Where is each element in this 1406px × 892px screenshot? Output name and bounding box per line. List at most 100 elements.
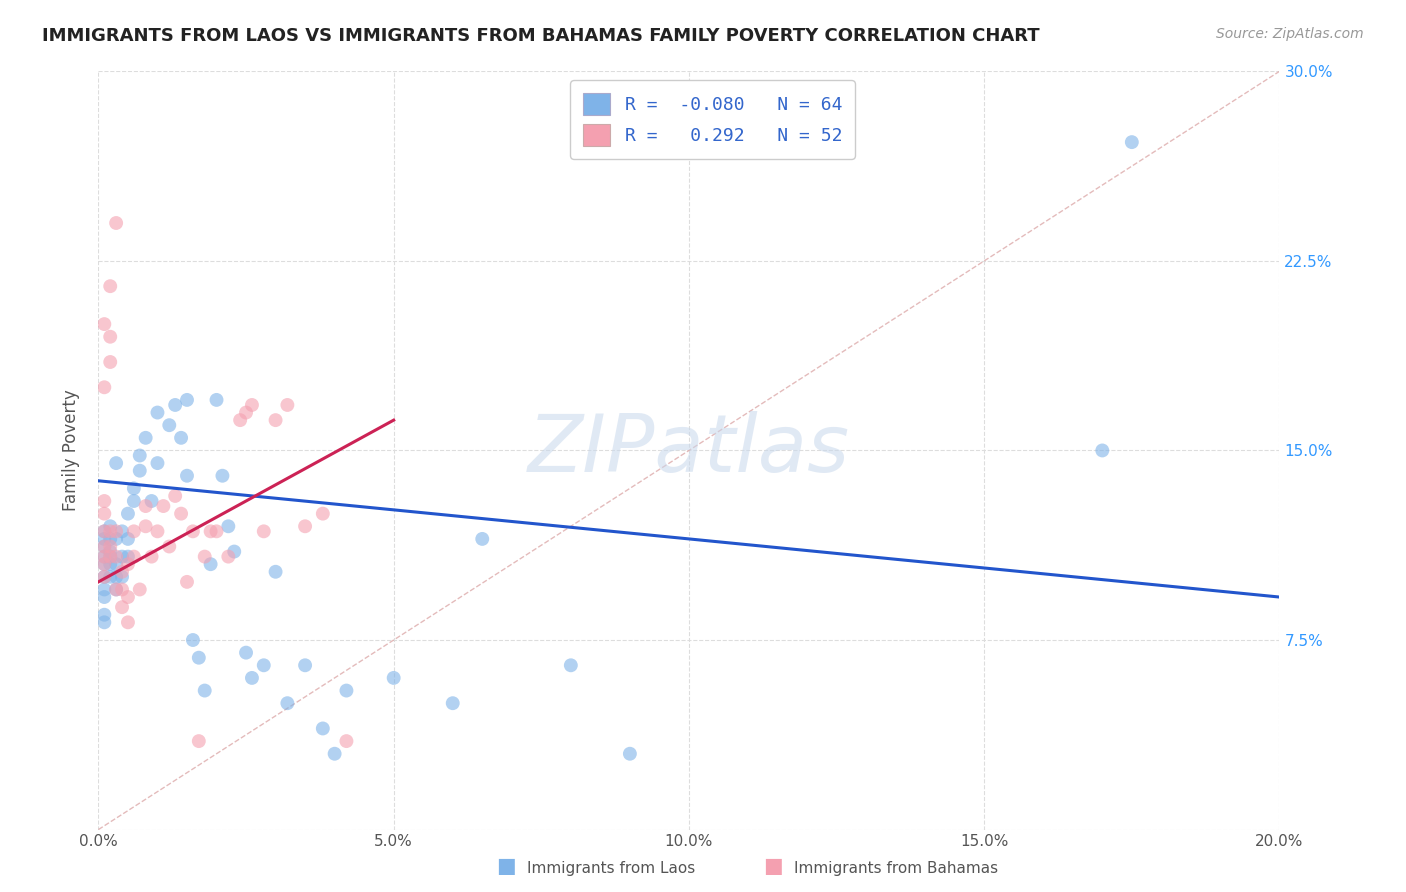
Point — [98, 355, 121, 369]
Point — [240, 671, 263, 685]
Point — [98, 532, 121, 546]
Point — [211, 468, 233, 483]
Point — [128, 449, 150, 463]
Point — [93, 570, 115, 584]
Point — [205, 392, 228, 407]
Point — [205, 524, 228, 539]
Point — [1091, 443, 1114, 458]
Point — [93, 590, 115, 604]
Point — [93, 549, 115, 564]
Point — [98, 544, 121, 558]
Point — [335, 683, 357, 698]
Point — [128, 464, 150, 478]
Point — [93, 557, 115, 572]
Point — [170, 431, 193, 445]
Point — [111, 600, 134, 615]
Point — [93, 524, 115, 539]
Point — [128, 582, 150, 597]
Point — [105, 582, 128, 597]
Point — [235, 405, 257, 420]
Point — [312, 507, 335, 521]
Point — [93, 494, 115, 508]
Point — [93, 524, 115, 539]
Point — [93, 549, 115, 564]
Point — [122, 494, 145, 508]
Text: ZIPatlas: ZIPatlas — [527, 411, 851, 490]
Point — [98, 519, 121, 533]
Point — [111, 570, 134, 584]
Point — [217, 549, 239, 564]
Text: IMMIGRANTS FROM LAOS VS IMMIGRANTS FROM BAHAMAS FAMILY POVERTY CORRELATION CHART: IMMIGRANTS FROM LAOS VS IMMIGRANTS FROM … — [42, 27, 1040, 45]
Text: ■: ■ — [763, 856, 783, 876]
Point — [111, 549, 134, 564]
Point — [146, 456, 169, 470]
Point — [200, 557, 222, 572]
Point — [122, 549, 145, 564]
Point — [105, 570, 128, 584]
Point — [98, 557, 121, 572]
Point — [323, 747, 346, 761]
Point — [441, 696, 464, 710]
Point — [105, 216, 128, 230]
Legend: R =  -0.080   N = 64, R =   0.292   N = 52: R = -0.080 N = 64, R = 0.292 N = 52 — [571, 80, 855, 159]
Point — [111, 524, 134, 539]
Point — [122, 524, 145, 539]
Point — [105, 549, 128, 564]
Point — [217, 519, 239, 533]
Point — [98, 524, 121, 539]
Point — [98, 570, 121, 584]
Point — [141, 494, 163, 508]
Point — [176, 468, 198, 483]
Point — [105, 524, 128, 539]
Point — [560, 658, 582, 673]
Point — [146, 524, 169, 539]
Point — [471, 532, 494, 546]
Point — [135, 519, 157, 533]
Point — [98, 279, 121, 293]
Point — [335, 734, 357, 748]
Point — [93, 582, 115, 597]
Point — [111, 582, 134, 597]
Point — [93, 532, 115, 546]
Point — [105, 456, 128, 470]
Point — [194, 549, 217, 564]
Point — [117, 557, 139, 572]
Y-axis label: Family Poverty: Family Poverty — [62, 390, 80, 511]
Point — [135, 431, 157, 445]
Point — [294, 658, 316, 673]
Point — [276, 398, 298, 412]
Point — [157, 418, 180, 433]
Point — [253, 524, 276, 539]
Point — [93, 380, 115, 394]
Point — [165, 489, 187, 503]
Point — [165, 398, 187, 412]
Point — [93, 317, 115, 331]
Point — [141, 549, 163, 564]
Point — [93, 570, 115, 584]
Point — [111, 565, 134, 579]
Point — [382, 671, 405, 685]
Text: Source: ZipAtlas.com: Source: ZipAtlas.com — [1216, 27, 1364, 41]
Point — [105, 557, 128, 572]
Point — [117, 507, 139, 521]
Point — [146, 405, 169, 420]
Point — [98, 549, 121, 564]
Point — [224, 544, 246, 558]
Point — [152, 499, 174, 513]
Point — [122, 482, 145, 496]
Point — [194, 683, 217, 698]
Point — [312, 722, 335, 736]
Point — [176, 392, 198, 407]
Point — [93, 540, 115, 554]
Point — [253, 658, 276, 673]
Point — [229, 413, 252, 427]
Point — [181, 633, 204, 648]
Point — [93, 507, 115, 521]
Point — [98, 540, 121, 554]
Point — [117, 590, 139, 604]
Point — [135, 499, 157, 513]
Point — [93, 607, 115, 622]
Point — [93, 557, 115, 572]
Point — [117, 549, 139, 564]
Point — [93, 615, 115, 630]
